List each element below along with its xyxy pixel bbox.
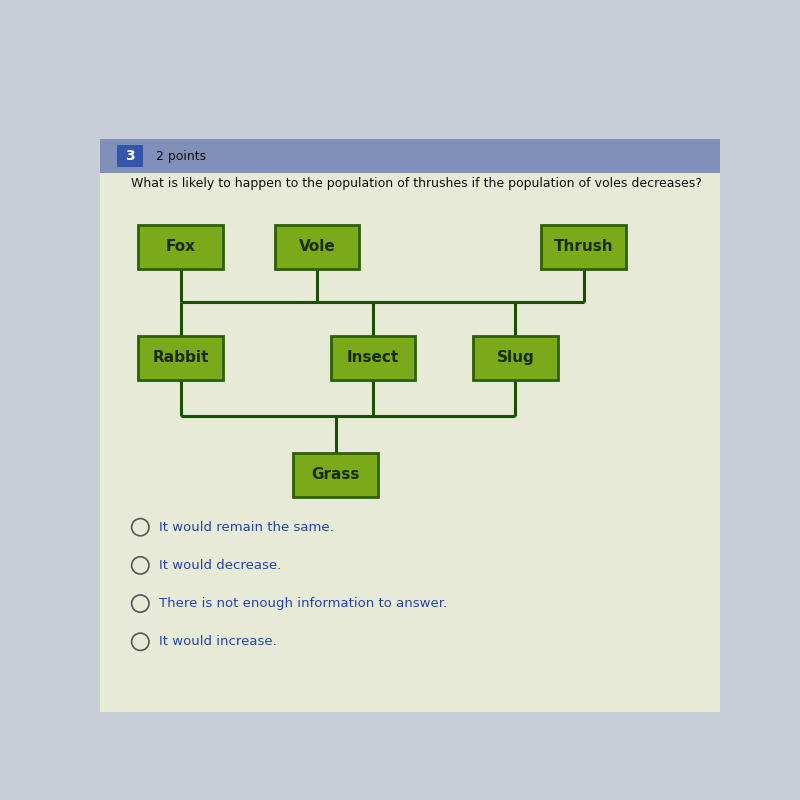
FancyBboxPatch shape: [118, 146, 143, 167]
Bar: [100, 173, 720, 712]
FancyBboxPatch shape: [542, 225, 626, 269]
Bar: [100, 96, 720, 133]
Text: It would increase.: It would increase.: [159, 635, 277, 648]
FancyBboxPatch shape: [275, 225, 359, 269]
FancyBboxPatch shape: [474, 336, 558, 380]
Text: 3: 3: [126, 150, 135, 163]
FancyBboxPatch shape: [138, 225, 222, 269]
Text: What is likely to happen to the population of thrushes if the population of vole: What is likely to happen to the populati…: [131, 178, 702, 190]
Text: It would decrease.: It would decrease.: [159, 559, 281, 572]
FancyBboxPatch shape: [138, 336, 222, 380]
FancyBboxPatch shape: [330, 336, 415, 380]
Text: It would remain the same.: It would remain the same.: [159, 521, 334, 534]
Text: 2 points: 2 points: [156, 150, 206, 163]
Text: Insect: Insect: [346, 350, 399, 366]
Text: Vole: Vole: [298, 239, 335, 254]
Text: Rabbit: Rabbit: [153, 350, 209, 366]
FancyBboxPatch shape: [294, 453, 378, 497]
Text: Fox: Fox: [166, 239, 196, 254]
Text: Slug: Slug: [497, 350, 534, 366]
Bar: [100, 139, 720, 173]
Text: Thrush: Thrush: [554, 239, 614, 254]
Text: There is not enough information to answer.: There is not enough information to answe…: [159, 597, 447, 610]
Text: Grass: Grass: [311, 467, 360, 482]
